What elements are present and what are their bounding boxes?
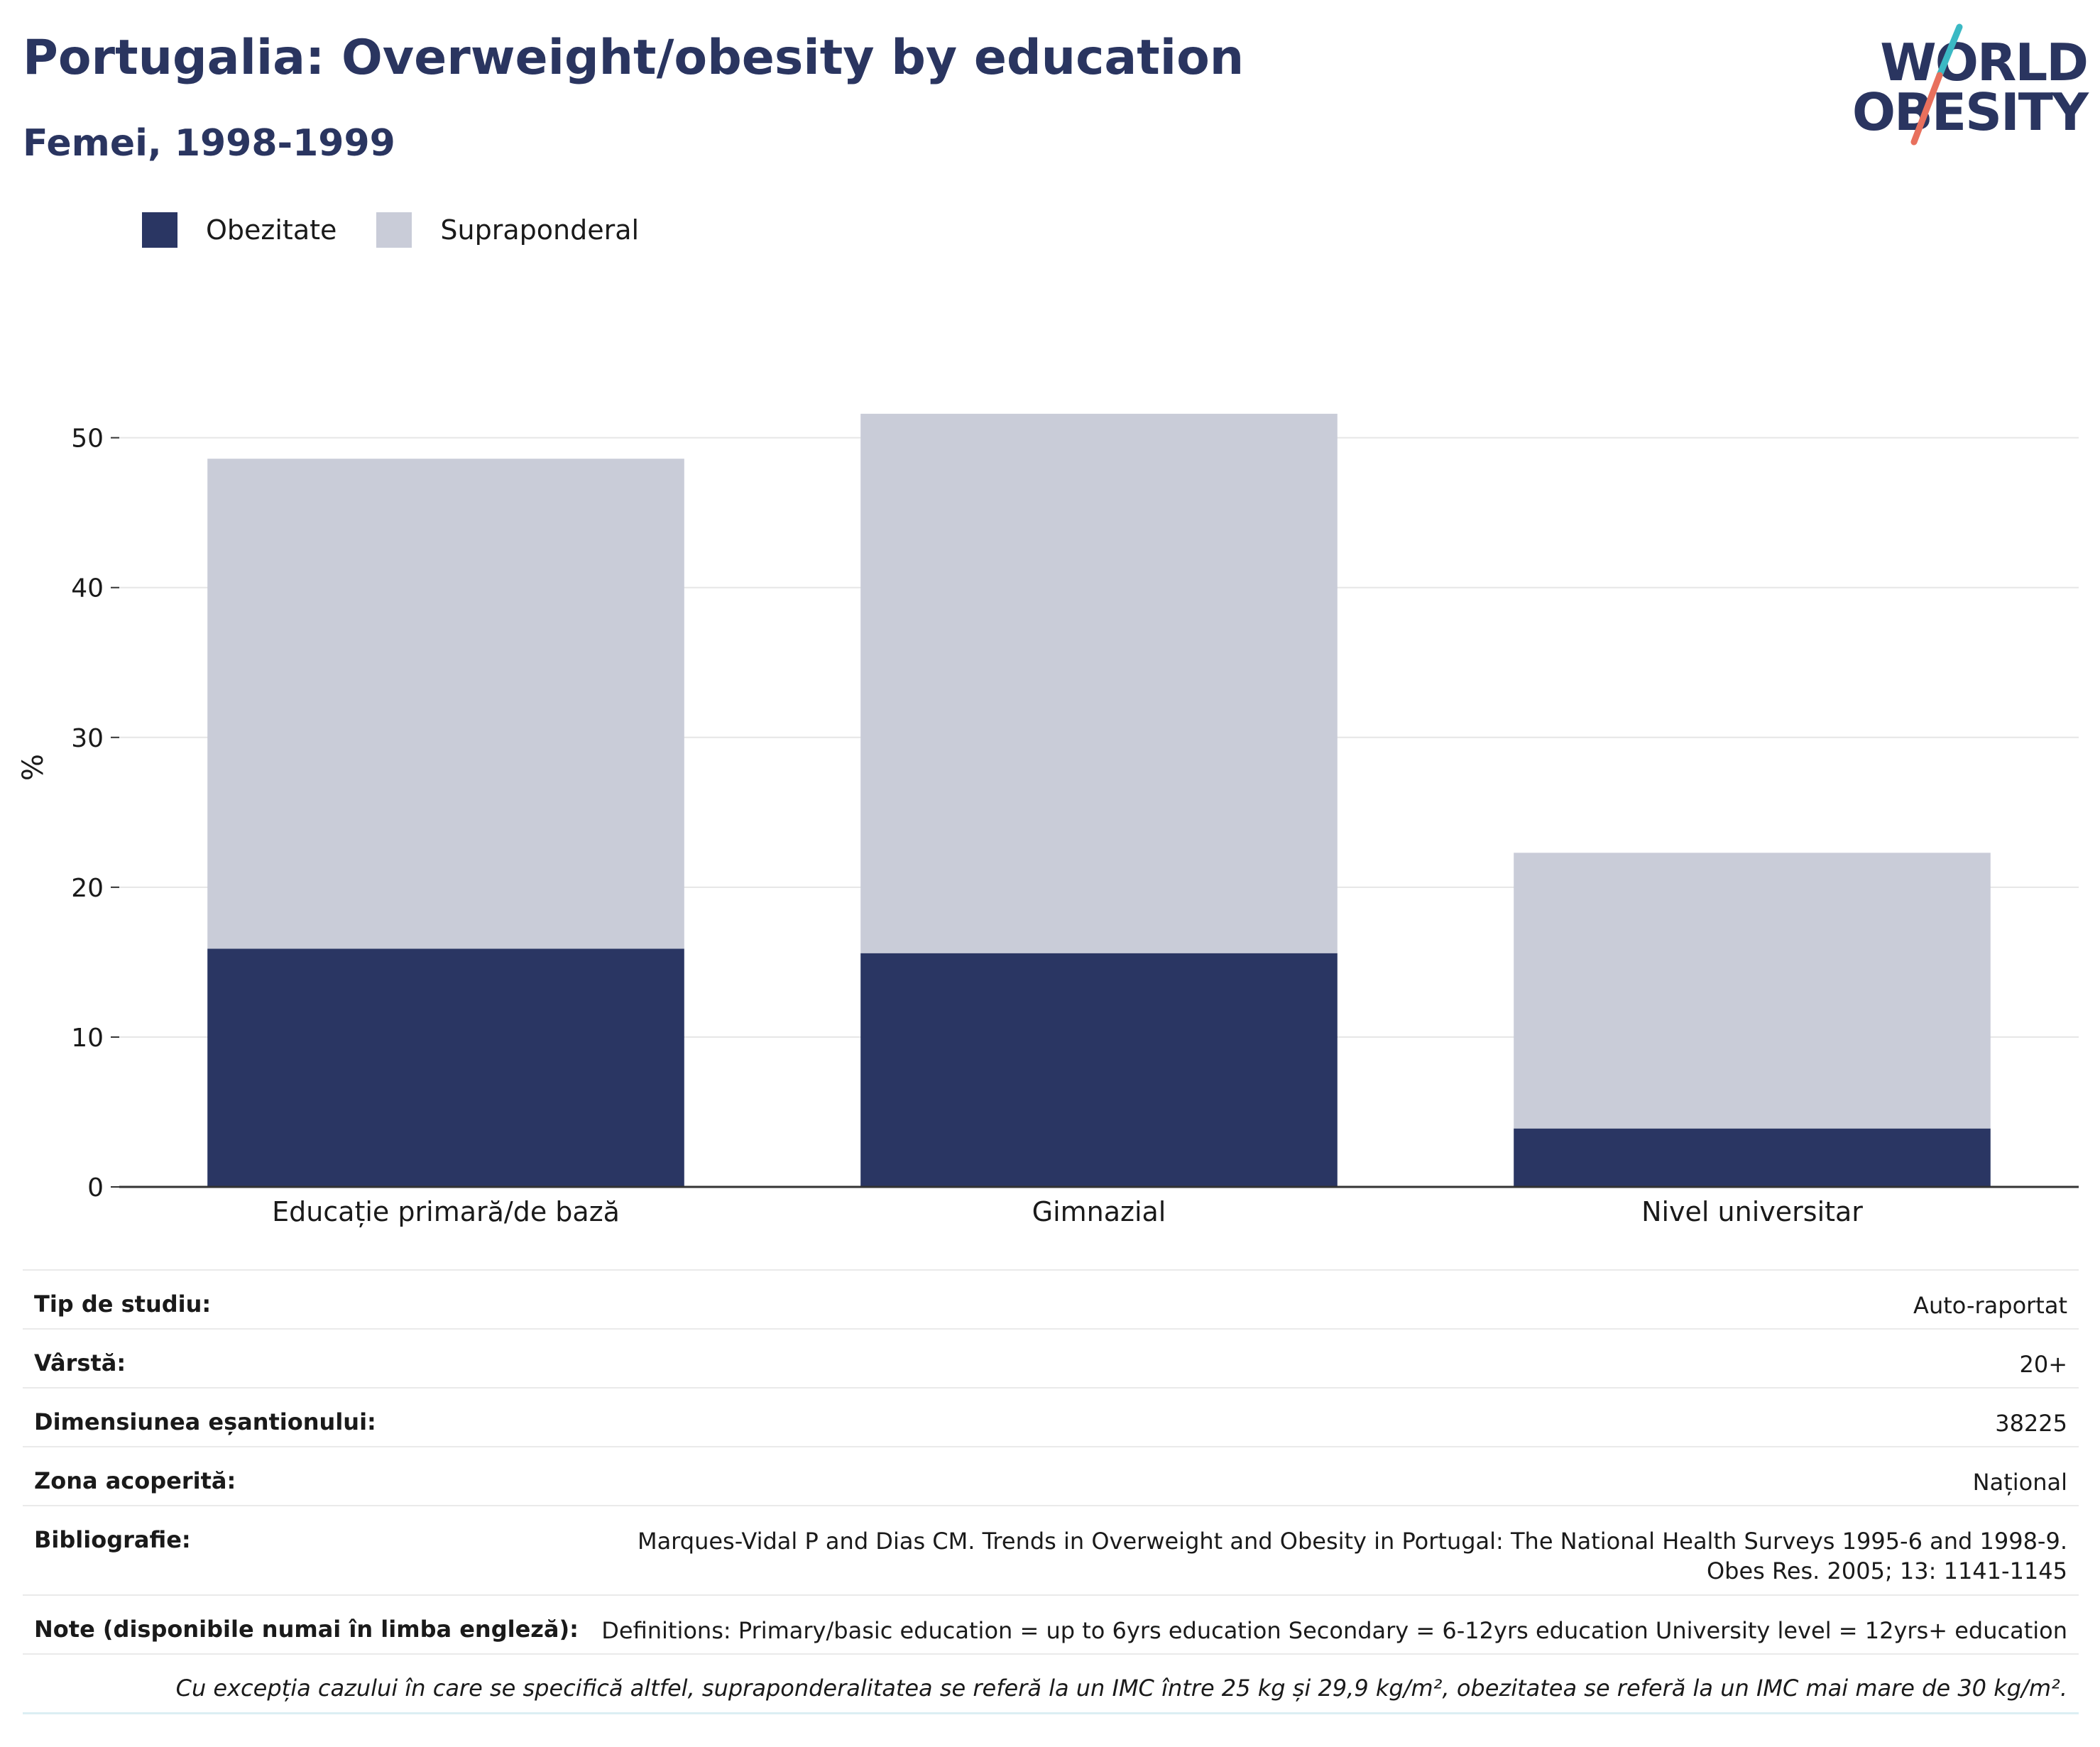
info-label: Tip de studiu: <box>23 1269 590 1329</box>
footnote-text: Cu excepția cazului în care se specifică… <box>23 1653 2079 1714</box>
info-row-sample-size: Dimensiunea eșantionului: 38225 <box>23 1387 2079 1447</box>
info-label: Dimensiunea eșantionului: <box>23 1387 590 1447</box>
bar-supraponderal <box>860 413 1338 953</box>
legend-label-supraponderal: Supraponderal <box>440 214 640 246</box>
y-tick-label: 40 <box>71 574 104 603</box>
x-tick-label: Educație primară/de bază <box>272 1196 620 1227</box>
info-label: Zona acoperită: <box>23 1446 590 1506</box>
y-tick-label: 20 <box>71 874 104 903</box>
info-row-bibliography: Bibliografie: Marques-Vidal P and Dias C… <box>23 1505 2079 1595</box>
info-value: Definitions: Primary/basic education = u… <box>589 1594 2079 1654</box>
chart-subtitle: Femei, 1998-1999 <box>23 122 395 165</box>
info-value: Național <box>589 1446 2079 1506</box>
y-tick-label: 30 <box>71 724 104 753</box>
x-tick-label: Nivel universitar <box>1641 1196 1863 1227</box>
chart-title: Portugalia: Overweight/obesity by educat… <box>23 30 1245 86</box>
info-row-age: Vârstă: 20+ <box>23 1328 2079 1388</box>
world-obesity-logo: WORLD OBESITY <box>1852 21 2089 149</box>
bar-supraponderal <box>1514 853 1991 1129</box>
study-info-table: Tip de studiu: Auto-raportat Vârstă: 20+… <box>23 1269 2079 1714</box>
info-row-study-type: Tip de studiu: Auto-raportat <box>23 1269 2079 1329</box>
y-tick-label: 10 <box>71 1024 104 1053</box>
bar-obezitate <box>1514 1128 1991 1187</box>
legend-label-obezitate: Obezitate <box>206 214 337 246</box>
logo-word-world: WORLD <box>1880 33 2089 92</box>
info-label: Vârstă: <box>23 1328 590 1388</box>
y-axis-label: % <box>17 754 50 781</box>
info-row-notes: Note (disponibile numai în limba engleză… <box>23 1594 2079 1654</box>
y-tick-label: 0 <box>87 1173 104 1203</box>
info-value: 20+ <box>589 1328 2079 1388</box>
chart-legend: Obezitate Supraponderal <box>142 210 679 250</box>
info-value: Auto-raportat <box>589 1269 2079 1329</box>
info-row-footnote: Cu excepția cazului în care se specifică… <box>23 1653 2079 1714</box>
info-label: Bibliografie: <box>23 1505 590 1595</box>
bar-obezitate <box>860 953 1338 1187</box>
stacked-bar-chart: 0 10 20 30 40 50 Educație primară/de bază Gimna… <box>17 413 2079 1227</box>
bar-supraponderal <box>207 459 684 949</box>
y-tick-label: 50 <box>71 425 104 454</box>
bar-obezitate <box>207 948 684 1187</box>
info-label: Note (disponibile numai în limba engleză… <box>23 1594 590 1654</box>
legend-swatch-supraponderal <box>376 212 412 248</box>
x-tick-label: Gimnazial <box>1032 1196 1166 1227</box>
info-row-area-covered: Zona acoperită: Național <box>23 1446 2079 1506</box>
logo-word-obesity: OBESITY <box>1852 82 2089 142</box>
legend-swatch-obezitate <box>142 212 177 248</box>
info-value: Marques-Vidal P and Dias CM. Trends in O… <box>589 1505 2079 1595</box>
logo-slash-icon <box>1910 23 1963 146</box>
info-value: 38225 <box>589 1387 2079 1447</box>
legend-item-supraponderal[interactable]: Supraponderal <box>376 212 639 248</box>
legend-item-obezitate[interactable]: Obezitate <box>142 212 337 248</box>
